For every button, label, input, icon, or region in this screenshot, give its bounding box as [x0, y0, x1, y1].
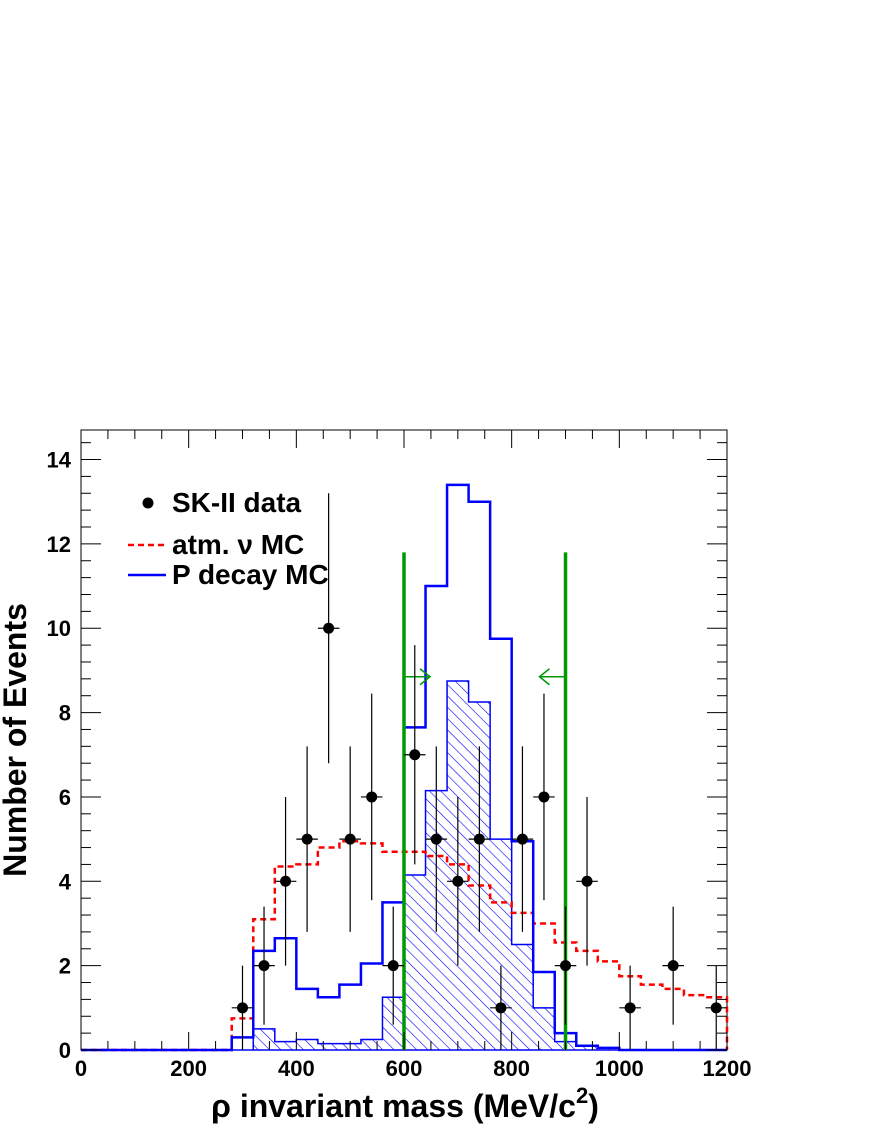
- data-point: [274, 796, 297, 966]
- data-point: [619, 965, 641, 1050]
- data-point-marker: [710, 1002, 722, 1014]
- data-point: [317, 493, 340, 764]
- data-point-marker: [258, 960, 270, 972]
- y-tick-label: 4: [59, 869, 72, 894]
- data-point: [576, 796, 598, 966]
- data-point: [705, 965, 727, 1050]
- legend-marker: [142, 497, 154, 509]
- data-point: [533, 693, 555, 901]
- x-axis-title-superscript: 2: [576, 1083, 588, 1108]
- legend-label: atm. ν MC: [172, 529, 304, 560]
- x-axis-title: ρ invariant mass (MeV/c2): [211, 1083, 599, 1124]
- y-tick-label: 12: [47, 532, 71, 557]
- legend-entry: P decay MC: [128, 559, 329, 590]
- legend-entry: SK-II data: [142, 487, 302, 518]
- y-tick-label: 0: [59, 1038, 71, 1063]
- data-point: [360, 693, 383, 901]
- data-point: [490, 965, 512, 1050]
- data-point-marker: [409, 749, 421, 761]
- data-point-marker: [560, 960, 571, 972]
- data-point-marker: [280, 875, 292, 887]
- data-point: [253, 906, 275, 1025]
- data-point-marker: [366, 791, 378, 803]
- data-point-marker: [430, 833, 442, 845]
- legend-label: P decay MC: [172, 559, 329, 590]
- data-point-marker: [538, 791, 550, 803]
- y-axis-title: Number of Events: [0, 603, 33, 877]
- legend: SK-II data atm. ν MCP decay MC: [128, 487, 329, 590]
- data-point-marker: [301, 833, 313, 845]
- data-point: [447, 796, 469, 966]
- x-axis-title-end: ): [588, 1088, 599, 1124]
- data-point: [425, 746, 448, 932]
- data-point-marker: [344, 833, 356, 845]
- data-point-marker: [495, 1002, 507, 1014]
- cut-arrow-right-head: [419, 668, 432, 686]
- x-tick-label: 800: [493, 1056, 530, 1081]
- data-point: [468, 746, 491, 932]
- data-point: [511, 746, 534, 932]
- x-tick-label: 0: [75, 1056, 87, 1081]
- y-tick-label: 14: [47, 448, 72, 473]
- y-tick-label: 6: [59, 785, 71, 810]
- y-tick-label: 2: [59, 954, 71, 979]
- data-point: [296, 746, 318, 932]
- data-point: [382, 906, 404, 1025]
- x-tick-label: 1000: [595, 1056, 644, 1081]
- cut-arrow-left-head: [538, 668, 550, 686]
- data-point: [554, 906, 577, 1025]
- atm-nu-mc-histogram: [81, 839, 729, 1052]
- x-tick-label: 600: [386, 1056, 423, 1081]
- data-point-marker: [323, 622, 335, 634]
- y-tick-label: 10: [47, 616, 71, 641]
- x-axis-title-main: ρ invariant mass (MeV/c: [211, 1088, 576, 1124]
- data-point-marker: [387, 960, 399, 972]
- x-tick-label: 1200: [703, 1056, 752, 1081]
- data-point-marker: [667, 960, 679, 972]
- legend-label: SK-II data: [172, 487, 302, 518]
- atm-nu-mc-line: [81, 839, 729, 1052]
- data-point-marker: [624, 1002, 636, 1014]
- legend-entry: atm. ν MC: [128, 529, 304, 560]
- sk-ii-data-points: [231, 493, 727, 1050]
- x-tick-label: 400: [278, 1056, 315, 1081]
- data-point-marker: [237, 1002, 248, 1014]
- data-point: [231, 965, 254, 1050]
- y-tick-label: 8: [59, 701, 71, 726]
- axes: 0 200 400 600 800 1000 1200 0 2 4 6 8 10 12 14: [47, 430, 752, 1081]
- data-point-marker: [581, 875, 593, 887]
- data-point-marker: [516, 833, 528, 845]
- data-point: [339, 746, 361, 932]
- data-point: [404, 645, 426, 865]
- data-point: [662, 906, 684, 1025]
- data-point-marker: [452, 875, 464, 887]
- data-point-marker: [473, 833, 485, 845]
- x-tick-label: 200: [170, 1056, 207, 1081]
